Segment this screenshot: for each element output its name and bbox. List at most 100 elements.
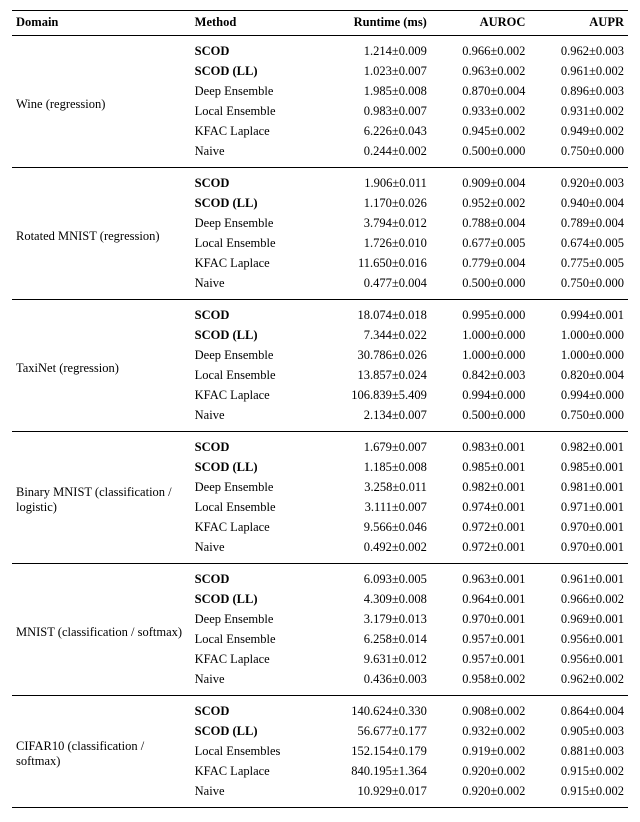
auroc-cell: 0.908±0.002 bbox=[431, 696, 530, 722]
runtime-cell: 152.154±0.179 bbox=[314, 742, 431, 762]
auroc-cell: 1.000±0.000 bbox=[431, 326, 530, 346]
aupr-cell: 0.994±0.000 bbox=[529, 386, 628, 406]
aupr-cell: 0.985±0.001 bbox=[529, 458, 628, 478]
auroc-cell: 0.985±0.001 bbox=[431, 458, 530, 478]
method-cell: SCOD (LL) bbox=[191, 722, 314, 742]
aupr-cell: 0.896±0.003 bbox=[529, 82, 628, 102]
auroc-cell: 0.972±0.001 bbox=[431, 518, 530, 538]
method-cell: Local Ensemble bbox=[191, 234, 314, 254]
method-cell: SCOD bbox=[191, 564, 314, 590]
aupr-cell: 0.905±0.003 bbox=[529, 722, 628, 742]
method-cell: SCOD bbox=[191, 168, 314, 194]
auroc-cell: 0.933±0.002 bbox=[431, 102, 530, 122]
method-cell: Deep Ensemble bbox=[191, 610, 314, 630]
aupr-cell: 0.970±0.001 bbox=[529, 538, 628, 564]
runtime-cell: 6.258±0.014 bbox=[314, 630, 431, 650]
auroc-cell: 0.842±0.003 bbox=[431, 366, 530, 386]
auroc-cell: 0.963±0.001 bbox=[431, 564, 530, 590]
auroc-cell: 0.920±0.002 bbox=[431, 762, 530, 782]
runtime-cell: 7.344±0.022 bbox=[314, 326, 431, 346]
runtime-cell: 1.906±0.011 bbox=[314, 168, 431, 194]
runtime-cell: 1.185±0.008 bbox=[314, 458, 431, 478]
domain-cell: Wine (regression) bbox=[12, 36, 191, 168]
runtime-cell: 140.624±0.330 bbox=[314, 696, 431, 722]
method-cell: SCOD bbox=[191, 300, 314, 326]
runtime-cell: 840.195±1.364 bbox=[314, 762, 431, 782]
aupr-cell: 1.000±0.000 bbox=[529, 326, 628, 346]
domain-cell: CIFAR10 (classification / softmax) bbox=[12, 696, 191, 808]
auroc-cell: 0.970±0.001 bbox=[431, 610, 530, 630]
method-cell: Local Ensemble bbox=[191, 630, 314, 650]
runtime-cell: 0.492±0.002 bbox=[314, 538, 431, 564]
aupr-cell: 0.956±0.001 bbox=[529, 630, 628, 650]
runtime-cell: 9.631±0.012 bbox=[314, 650, 431, 670]
aupr-cell: 0.750±0.000 bbox=[529, 406, 628, 432]
runtime-cell: 3.794±0.012 bbox=[314, 214, 431, 234]
runtime-cell: 3.111±0.007 bbox=[314, 498, 431, 518]
aupr-cell: 0.962±0.002 bbox=[529, 670, 628, 696]
aupr-cell: 0.970±0.001 bbox=[529, 518, 628, 538]
aupr-cell: 0.956±0.001 bbox=[529, 650, 628, 670]
method-cell: SCOD (LL) bbox=[191, 326, 314, 346]
aupr-cell: 0.982±0.001 bbox=[529, 432, 628, 458]
method-cell: SCOD (LL) bbox=[191, 590, 314, 610]
method-cell: KFAC Laplace bbox=[191, 254, 314, 274]
table-row: Rotated MNIST (regression)SCOD1.906±0.01… bbox=[12, 168, 628, 194]
table-row: Wine (regression)SCOD1.214±0.0090.966±0.… bbox=[12, 36, 628, 62]
aupr-cell: 0.961±0.001 bbox=[529, 564, 628, 590]
method-cell: Naive bbox=[191, 538, 314, 564]
method-cell: Naive bbox=[191, 782, 314, 808]
runtime-cell: 0.436±0.003 bbox=[314, 670, 431, 696]
runtime-cell: 56.677±0.177 bbox=[314, 722, 431, 742]
runtime-cell: 10.929±0.017 bbox=[314, 782, 431, 808]
runtime-cell: 1.679±0.007 bbox=[314, 432, 431, 458]
runtime-cell: 0.983±0.007 bbox=[314, 102, 431, 122]
auroc-cell: 0.919±0.002 bbox=[431, 742, 530, 762]
aupr-cell: 0.940±0.004 bbox=[529, 194, 628, 214]
method-cell: KFAC Laplace bbox=[191, 650, 314, 670]
auroc-cell: 0.957±0.001 bbox=[431, 630, 530, 650]
method-cell: KFAC Laplace bbox=[191, 518, 314, 538]
runtime-cell: 11.650±0.016 bbox=[314, 254, 431, 274]
method-cell: KFAC Laplace bbox=[191, 122, 314, 142]
runtime-cell: 1.023±0.007 bbox=[314, 62, 431, 82]
auroc-cell: 0.500±0.000 bbox=[431, 274, 530, 300]
header-auroc: AUROC bbox=[431, 11, 530, 36]
auroc-cell: 0.994±0.000 bbox=[431, 386, 530, 406]
runtime-cell: 1.726±0.010 bbox=[314, 234, 431, 254]
runtime-cell: 9.566±0.046 bbox=[314, 518, 431, 538]
runtime-cell: 3.258±0.011 bbox=[314, 478, 431, 498]
table-row: Binary MNIST (classification / logistic)… bbox=[12, 432, 628, 458]
table-row: MNIST (classification / softmax)SCOD6.09… bbox=[12, 564, 628, 590]
aupr-cell: 0.789±0.004 bbox=[529, 214, 628, 234]
method-cell: Naive bbox=[191, 274, 314, 300]
header-domain: Domain bbox=[12, 11, 191, 36]
aupr-cell: 0.820±0.004 bbox=[529, 366, 628, 386]
auroc-cell: 0.945±0.002 bbox=[431, 122, 530, 142]
runtime-cell: 0.477±0.004 bbox=[314, 274, 431, 300]
aupr-cell: 0.994±0.001 bbox=[529, 300, 628, 326]
method-cell: Naive bbox=[191, 670, 314, 696]
method-cell: Naive bbox=[191, 142, 314, 168]
aupr-cell: 0.775±0.005 bbox=[529, 254, 628, 274]
method-cell: Deep Ensemble bbox=[191, 478, 314, 498]
results-table-container: Domain Method Runtime (ms) AUROC AUPR Wi… bbox=[0, 0, 640, 822]
auroc-cell: 0.957±0.001 bbox=[431, 650, 530, 670]
method-cell: Deep Ensemble bbox=[191, 214, 314, 234]
aupr-cell: 0.864±0.004 bbox=[529, 696, 628, 722]
runtime-cell: 1.214±0.009 bbox=[314, 36, 431, 62]
method-cell: SCOD bbox=[191, 696, 314, 722]
auroc-cell: 0.958±0.002 bbox=[431, 670, 530, 696]
table-header: Domain Method Runtime (ms) AUROC AUPR bbox=[12, 11, 628, 36]
aupr-cell: 0.750±0.000 bbox=[529, 274, 628, 300]
auroc-cell: 0.500±0.000 bbox=[431, 406, 530, 432]
auroc-cell: 0.964±0.001 bbox=[431, 590, 530, 610]
auroc-cell: 0.500±0.000 bbox=[431, 142, 530, 168]
auroc-cell: 0.982±0.001 bbox=[431, 478, 530, 498]
header-aupr: AUPR bbox=[529, 11, 628, 36]
aupr-cell: 0.915±0.002 bbox=[529, 762, 628, 782]
aupr-cell: 0.931±0.002 bbox=[529, 102, 628, 122]
header-method: Method bbox=[191, 11, 314, 36]
auroc-cell: 0.779±0.004 bbox=[431, 254, 530, 274]
aupr-cell: 1.000±0.000 bbox=[529, 346, 628, 366]
